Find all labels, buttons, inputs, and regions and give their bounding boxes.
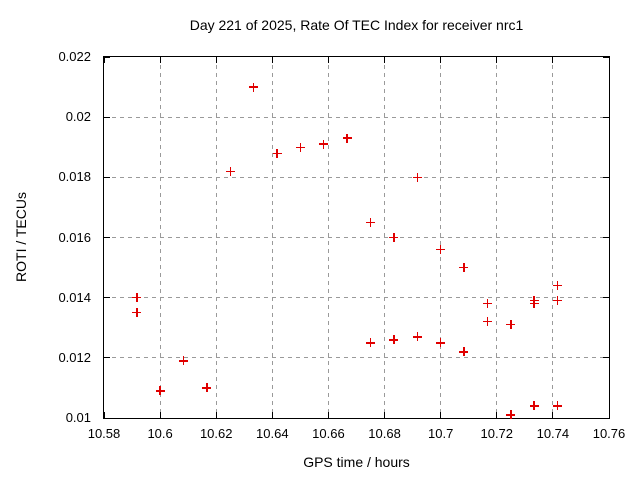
data-point (389, 335, 399, 345)
y-tick-right (603, 176, 609, 178)
y-tick-right (603, 417, 609, 419)
data-point (436, 245, 446, 255)
y-tick-left (104, 116, 110, 118)
data-point (436, 338, 446, 348)
data-point (483, 299, 493, 309)
x-tick-label: 10.64 (256, 426, 289, 441)
data-point (295, 142, 305, 152)
data-point (272, 148, 282, 158)
x-tick-label: 10.62 (199, 426, 233, 441)
x-tick-bottom (496, 412, 498, 418)
x-tick-top (440, 57, 442, 63)
x-tick-top (103, 57, 105, 63)
y-tick-right (603, 357, 609, 359)
y-tick-label: 0.01 (65, 410, 91, 425)
data-point (389, 233, 399, 242)
data-point (366, 217, 376, 227)
x-tick-bottom (552, 412, 554, 418)
x-tick-top (215, 57, 217, 63)
x-tick-label: 10.58 (87, 426, 121, 441)
x-tick-top (496, 57, 498, 63)
data-point (506, 410, 516, 420)
y-tick-label: 0.016 (58, 229, 91, 245)
x-tick-top (327, 57, 329, 63)
y-tick-left (104, 176, 110, 178)
plot-area (103, 56, 610, 420)
data-point (366, 338, 376, 348)
y-tick-right (603, 237, 609, 238)
x-tick-bottom (384, 412, 386, 418)
data-point (483, 317, 493, 327)
y-tick-left (104, 417, 110, 419)
gridline-horizontal (104, 176, 609, 178)
x-tick-bottom (159, 412, 161, 418)
x-tick-label: 10.76 (592, 426, 626, 441)
x-tick-bottom (215, 412, 217, 418)
data-point (155, 386, 165, 396)
y-tick-right (603, 297, 609, 299)
x-tick-top (271, 57, 273, 63)
data-point (529, 299, 539, 309)
gridline-horizontal (104, 116, 609, 118)
data-point (459, 347, 469, 357)
x-tick-label: 10.72 (480, 426, 514, 441)
x-tick-bottom (608, 412, 610, 418)
y-tick-left (104, 56, 110, 58)
x-tick-label: 10.66 (312, 426, 345, 441)
x-tick-bottom (271, 412, 273, 418)
x-tick-top (159, 57, 161, 63)
data-point (506, 320, 516, 330)
y-tick-label: 0.012 (58, 349, 91, 365)
y-tick-right (603, 116, 609, 118)
data-point (342, 133, 352, 143)
data-point (553, 401, 563, 411)
data-point (553, 281, 563, 291)
x-tick-label: 10.74 (536, 426, 570, 441)
x-axis-label: GPS time / hours (303, 454, 410, 470)
y-tick-label: 0.014 (58, 289, 91, 305)
data-point (553, 296, 563, 306)
y-tick-left (104, 297, 110, 299)
data-point (529, 401, 539, 411)
y-tick-right (603, 56, 609, 58)
y-tick-left (104, 237, 110, 238)
y-tick-label: 0.018 (58, 169, 91, 185)
data-point (178, 356, 188, 366)
gridline-horizontal (104, 357, 609, 359)
x-tick-label: 10.68 (368, 426, 401, 441)
x-tick-bottom (103, 412, 105, 418)
y-tick-label: 0.022 (58, 49, 91, 64)
x-tick-label: 10.6 (147, 426, 173, 441)
data-point (132, 308, 142, 318)
data-point (225, 166, 235, 176)
data-point (459, 263, 469, 273)
x-tick-top (384, 57, 386, 63)
x-tick-top (608, 57, 610, 63)
x-tick-top (552, 57, 554, 63)
chart-title: Day 221 of 2025, Rate Of TEC Index for r… (189, 17, 524, 33)
data-point (132, 293, 142, 303)
data-point (412, 332, 422, 342)
x-tick-bottom (327, 412, 329, 418)
gridline-horizontal (104, 297, 609, 299)
data-point (319, 139, 329, 149)
gridline-horizontal (104, 237, 609, 238)
data-point (202, 383, 212, 393)
data-point (249, 82, 259, 92)
y-axis-label: ROTI / TECUs (13, 192, 29, 282)
data-point (412, 172, 422, 182)
x-tick-label: 10.7 (428, 426, 454, 441)
y-tick-left (104, 357, 110, 359)
x-tick-bottom (440, 412, 442, 418)
y-tick-label: 0.02 (65, 109, 91, 125)
